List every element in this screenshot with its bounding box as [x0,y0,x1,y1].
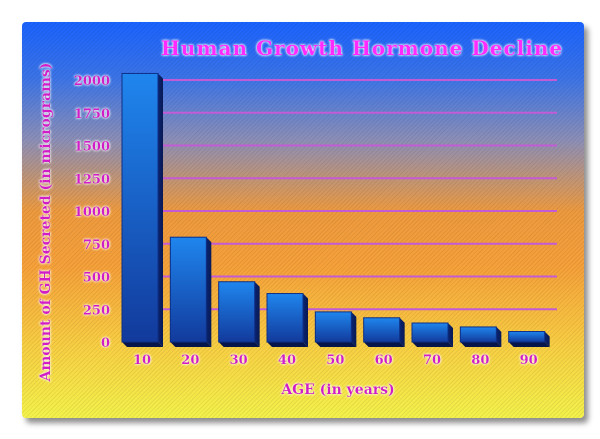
y-tick-label: 1500 [74,140,110,155]
y-tick-labels: 0 250 500 750 1000 1250 1500 1750 2000 [74,74,110,351]
bar-side [254,281,260,347]
bar-70 [411,322,449,343]
y-tick-label: 2000 [74,74,110,89]
bar-base [460,342,502,347]
x-tick-label: 70 [423,353,441,368]
y-tick-label: 500 [83,271,110,286]
bar-60 [363,317,401,343]
bar-base [218,342,260,347]
bar-side [448,323,453,347]
bar-base [122,342,163,347]
y-tick-label: 750 [83,238,110,253]
x-tick-label: 40 [278,353,296,368]
chart-title: Human Growth Hormone Decline [161,36,563,60]
y-tick-label: 250 [83,303,110,318]
y-axis-label: Amount of GH Secreted (in micrograms) [38,63,54,383]
y-tick-label: 1750 [74,107,110,122]
bar-side [399,317,405,347]
bar-base [170,342,212,347]
x-tick-label: 60 [375,353,393,368]
bar-20 [169,236,207,343]
gridlines [157,79,557,311]
x-tick-labels: 10 20 30 40 50 60 70 80 90 [133,353,538,368]
bars [121,72,550,347]
bar-10 [121,72,159,343]
bar-side [158,73,163,347]
x-tick-label: 90 [520,353,538,368]
bar-base [363,342,405,347]
bar-chart: 0 250 500 750 1000 1250 1500 1750 2000 10 20 30 40 5… [38,36,563,398]
y-tick-label: 1250 [74,172,110,187]
bar-side [496,326,502,347]
x-tick-label: 80 [471,353,489,368]
y-tick-label: 1000 [74,205,110,220]
bar-base [267,342,308,347]
bar-80 [459,326,497,343]
bar-50 [314,311,352,343]
x-axis-label: AGE (in years) [280,382,394,398]
bar-90 [508,331,546,343]
bar-side [303,293,308,347]
bar-side [206,237,212,347]
x-tick-label: 30 [230,353,248,368]
x-tick-label: 20 [181,353,199,368]
bar-base [412,342,453,347]
bar-40 [266,293,304,343]
chart-panel: 0 250 500 750 1000 1250 1500 1750 2000 10 20 30 40 5… [22,22,584,418]
bar-side [544,331,550,347]
bar-30 [218,281,256,343]
x-tick-label: 10 [133,353,151,368]
y-tick-label: 0 [101,336,110,351]
bar-side [351,311,357,347]
bar-base [315,342,357,347]
bar-base [508,342,550,347]
x-tick-label: 50 [326,353,344,368]
